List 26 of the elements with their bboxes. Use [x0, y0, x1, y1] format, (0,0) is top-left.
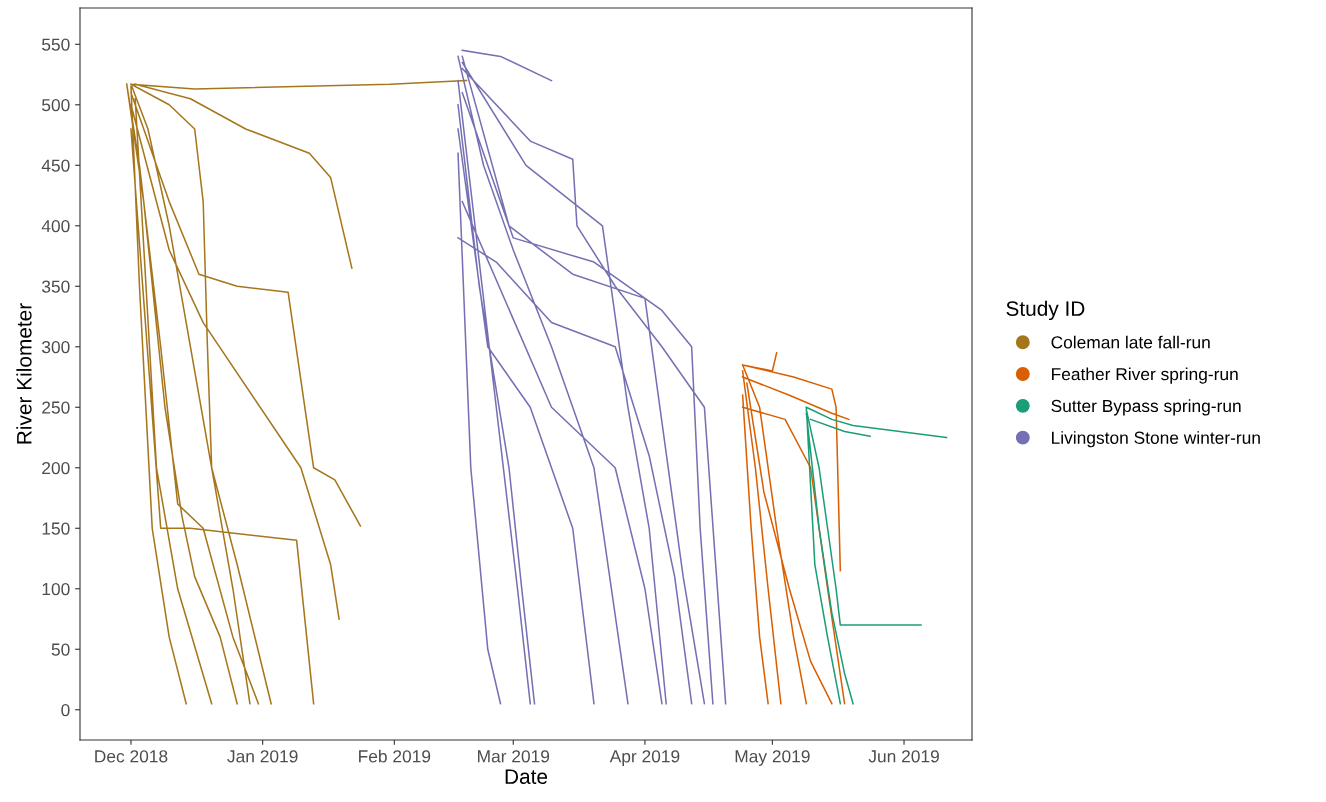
x-tick-label: Dec 2018: [95, 750, 168, 763]
y-tick-label: 300: [41, 340, 70, 354]
y-tick-label: 200: [42, 461, 70, 475]
x-tick-label: Mar 2019: [478, 750, 550, 763]
x-tick-label: Apr 2019: [609, 750, 680, 766]
y-tick-label: 150: [42, 522, 70, 535]
y-tick-label: 400: [41, 219, 70, 233]
legend-label: Sutter Bypass spring-run: [1051, 399, 1241, 416]
x-tick-label: Jun 2019: [868, 750, 939, 763]
y-tick-label: 250: [42, 401, 70, 414]
y-tick-label: 500: [42, 98, 70, 112]
legend-label: Feather River spring-run: [1052, 367, 1238, 384]
x-tick-label: Feb 2019: [359, 749, 431, 763]
y-tick-label: 0: [61, 703, 70, 717]
x-tick-label: Jan 2019: [227, 750, 298, 763]
x-tick-label: May 2019: [735, 750, 810, 766]
y-tick-label: 50: [51, 643, 70, 656]
y-tick-label: 100: [42, 582, 70, 596]
y-tick-label: 350: [41, 280, 70, 293]
x-axis-title: Date: [505, 769, 548, 784]
y-tick-label: 450: [41, 159, 70, 172]
legend-label: Coleman late fall-run: [1051, 335, 1210, 349]
legend-label: Livingston Stone winter-run: [1052, 431, 1260, 448]
legend-title: Study ID: [1006, 300, 1085, 321]
y-tick-label: 550: [42, 38, 70, 51]
y-axis-title: River Kilometer: [16, 303, 32, 444]
